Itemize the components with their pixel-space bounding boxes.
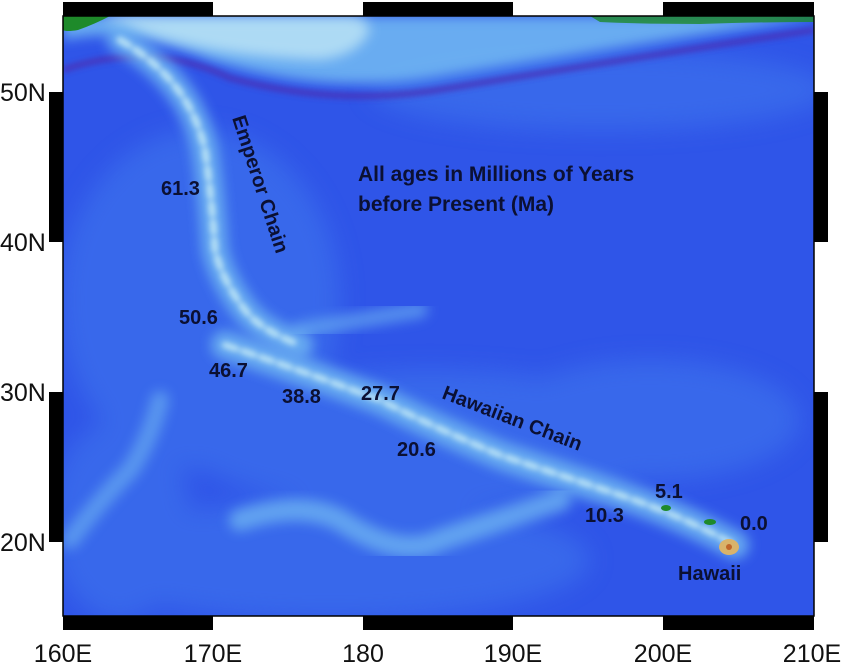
ages-note-line2: before Present (Ma) xyxy=(358,193,554,216)
mid-depth-patch xyxy=(500,360,800,480)
y-axis-labels: 50N 40N 30N 20N xyxy=(0,79,46,557)
mid-depth-patch xyxy=(63,420,190,616)
mid-pacific-mountains xyxy=(229,489,571,558)
x-axis-labels: 160E 170E 180 190E 200E 210E xyxy=(34,640,841,667)
age-label: 20.6 xyxy=(397,439,436,461)
lon-label-170e: 170E xyxy=(184,640,242,667)
border-bar xyxy=(49,92,63,242)
lat-label-50n: 50N xyxy=(0,79,46,107)
lon-label-200e: 200E xyxy=(634,640,692,667)
mid-depth-patch xyxy=(63,130,340,470)
kamchatka-land xyxy=(63,16,110,31)
border-bar xyxy=(363,2,513,16)
bathymetry-area xyxy=(63,16,814,616)
seamount-cluster xyxy=(292,302,428,338)
hawaii-label: Hawaii xyxy=(678,563,741,585)
lat-label-30n: 30N xyxy=(0,379,46,407)
border-bar xyxy=(663,2,814,16)
age-label: 10.3 xyxy=(585,505,624,527)
age-label: 27.7 xyxy=(361,383,400,405)
lon-label-190e: 190E xyxy=(484,640,542,667)
border-bar xyxy=(814,392,828,542)
age-label: 38.8 xyxy=(282,386,321,408)
lon-label-160e: 160E xyxy=(34,640,92,667)
border-bar xyxy=(363,616,513,630)
lat-label-40n: 40N xyxy=(0,229,46,257)
alaska-land xyxy=(590,16,814,24)
age-label: 5.1 xyxy=(655,481,683,503)
oahu-island xyxy=(704,519,716,525)
age-labels: 61.3 50.6 46.7 38.8 27.7 20.6 10.3 5.1 0… xyxy=(161,178,768,535)
aleutian-shoal xyxy=(100,16,370,60)
lat-label-20n: 20N xyxy=(0,529,46,557)
border-bar xyxy=(663,616,814,630)
hawaiian-chain-crest xyxy=(222,342,738,548)
age-label: 61.3 xyxy=(161,178,200,200)
maui-island xyxy=(661,505,671,511)
ages-note-line1: All ages in Millions of Years xyxy=(358,163,634,186)
lon-label-210e: 210E xyxy=(783,640,841,667)
border-bar xyxy=(814,92,828,242)
big-island-summit xyxy=(726,544,732,550)
lon-label-180: 180 xyxy=(342,640,384,667)
age-label: 46.7 xyxy=(209,360,248,382)
western-seamounts xyxy=(63,391,169,549)
age-label: 50.6 xyxy=(179,307,218,329)
border-bar xyxy=(63,616,213,630)
map-border-bars xyxy=(49,2,828,630)
mid-depth-patch xyxy=(370,50,814,130)
border-bar xyxy=(63,2,213,16)
age-label: 0.0 xyxy=(740,513,768,535)
emperor-chain-crest xyxy=(116,36,304,349)
border-bar xyxy=(49,392,63,542)
